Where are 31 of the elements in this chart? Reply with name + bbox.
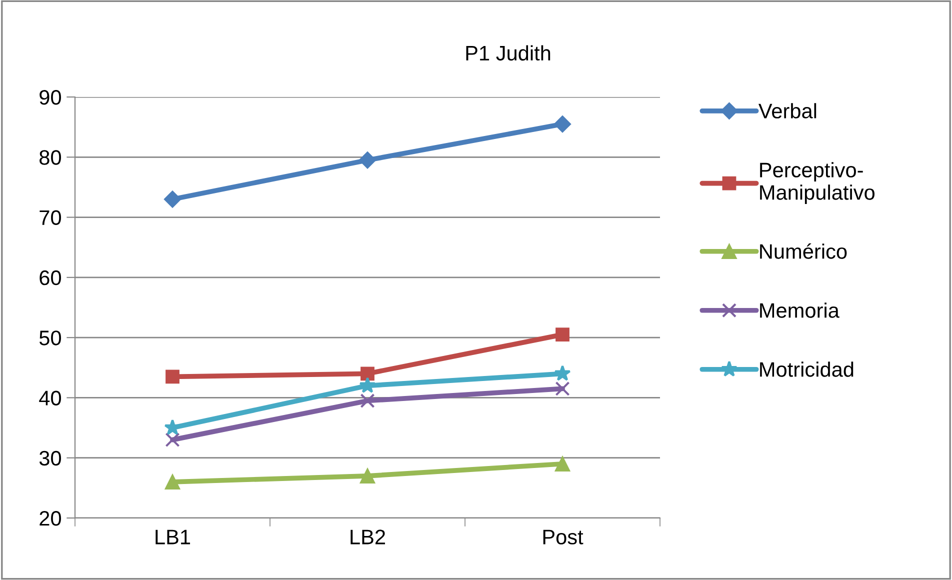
y-tick-label: 70 — [40, 210, 61, 226]
point — [554, 456, 570, 472]
y-tick-label: 30 — [39, 450, 61, 466]
legend-label: Verbal — [758, 103, 816, 118]
point — [165, 432, 180, 448]
point — [554, 364, 571, 381]
point — [164, 474, 180, 490]
y-tick-label: 20 — [40, 511, 61, 526]
y-tick-label: 80 — [40, 150, 61, 165]
legend-label: Motricidad — [760, 362, 854, 377]
point — [360, 366, 374, 381]
y-tick-label: 60 — [40, 270, 61, 286]
x-tick-label: Post — [543, 530, 584, 544]
x-tick-label: LB1 — [156, 530, 190, 544]
legend-label: Numérico — [760, 243, 847, 259]
chart-title: P1 Judith — [466, 45, 550, 61]
legend-label: Perceptivo- Manipulativo — [760, 162, 874, 204]
point — [358, 152, 376, 169]
y-tick-label: 50 — [39, 330, 61, 346]
point — [166, 370, 180, 384]
point — [360, 393, 375, 408]
y-tick-label: 90 — [40, 90, 61, 105]
x-tick-label: LB2 — [350, 530, 385, 544]
y-tick-label: 40 — [39, 390, 61, 406]
point — [360, 468, 376, 484]
point — [164, 190, 182, 208]
point — [556, 328, 570, 342]
point — [359, 377, 376, 393]
point — [555, 381, 570, 396]
legend-label: Memoria — [760, 302, 840, 318]
point — [554, 116, 572, 133]
